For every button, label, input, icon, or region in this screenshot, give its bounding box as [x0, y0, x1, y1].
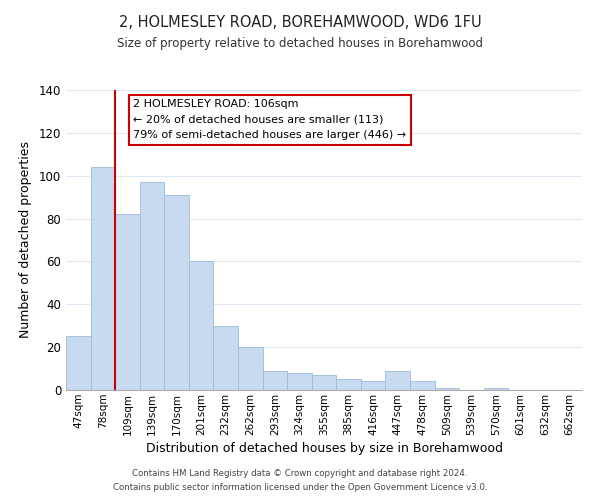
Bar [238, 347, 263, 390]
Bar [189, 262, 214, 390]
Bar [385, 370, 410, 390]
Text: Size of property relative to detached houses in Borehamwood: Size of property relative to detached ho… [117, 38, 483, 51]
Bar [115, 214, 140, 390]
Bar [434, 388, 459, 390]
Y-axis label: Number of detached properties: Number of detached properties [19, 142, 32, 338]
Text: Contains public sector information licensed under the Open Government Licence v3: Contains public sector information licen… [113, 484, 487, 492]
Bar [164, 195, 189, 390]
Bar [214, 326, 238, 390]
Bar [484, 388, 508, 390]
Bar [287, 373, 312, 390]
Bar [336, 380, 361, 390]
Text: 2, HOLMESLEY ROAD, BOREHAMWOOD, WD6 1FU: 2, HOLMESLEY ROAD, BOREHAMWOOD, WD6 1FU [119, 15, 481, 30]
Bar [140, 182, 164, 390]
X-axis label: Distribution of detached houses by size in Borehamwood: Distribution of detached houses by size … [146, 442, 503, 455]
Bar [66, 336, 91, 390]
Text: Contains HM Land Registry data © Crown copyright and database right 2024.: Contains HM Land Registry data © Crown c… [132, 468, 468, 477]
Bar [312, 375, 336, 390]
Bar [263, 370, 287, 390]
Bar [410, 382, 434, 390]
Bar [361, 382, 385, 390]
Text: 2 HOLMESLEY ROAD: 106sqm
← 20% of detached houses are smaller (113)
79% of semi-: 2 HOLMESLEY ROAD: 106sqm ← 20% of detach… [133, 99, 406, 140]
Bar [91, 167, 115, 390]
